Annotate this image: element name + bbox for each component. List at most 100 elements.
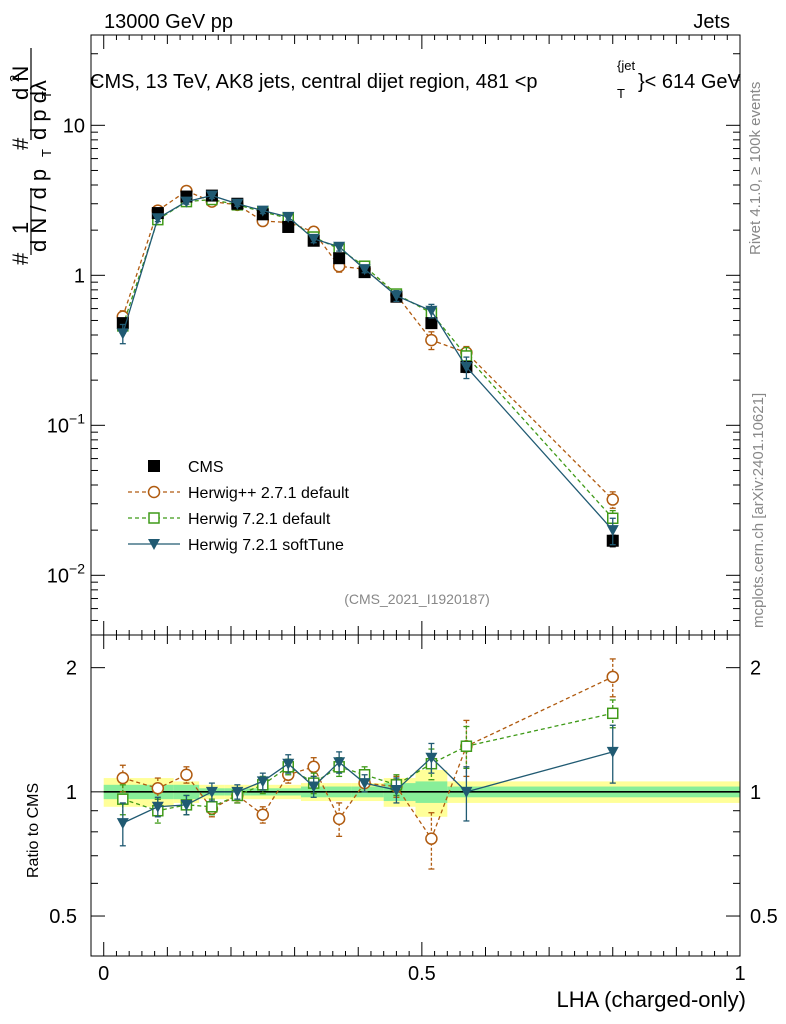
marker-triangle-down bbox=[333, 757, 346, 769]
marker-triangle-down bbox=[256, 776, 269, 788]
series-line bbox=[122, 194, 614, 531]
y-tick-label: 10−2 bbox=[47, 560, 85, 587]
marker-triangle-down bbox=[148, 539, 160, 550]
series-herwig-7-2-1-softtune bbox=[116, 724, 619, 847]
y-tick-label-base: 10 bbox=[47, 565, 69, 587]
plot-title-main: CMS, 13 TeV, AK8 jets, central dijet reg… bbox=[90, 71, 538, 93]
x-axis-label: LHA (charged-only) bbox=[556, 987, 746, 1012]
ratio-y-tick-label-right: 0.5 bbox=[750, 906, 778, 928]
marker-triangle-down bbox=[307, 233, 320, 245]
ratio-panel: 0.5 0.5 1 1 2 2 0 0.5 1 bbox=[49, 635, 778, 985]
marker-circle-open bbox=[606, 670, 619, 684]
y-label-dp-dlambda: d p dλ bbox=[26, 80, 51, 140]
marker-triangle-down bbox=[180, 196, 193, 208]
series-herwig-7-2-1-softtune bbox=[116, 190, 619, 546]
ratio-y-tick-label-right: 1 bbox=[750, 782, 761, 804]
plot-title-end: }< 614 GeV bbox=[638, 71, 742, 93]
y-label-one: 1 bbox=[8, 222, 33, 234]
x-tick-label: 1 bbox=[734, 963, 745, 985]
marker-square-open bbox=[206, 801, 218, 813]
marker-triangle-down bbox=[606, 746, 619, 758]
ratio-y-tick-label-left: 2 bbox=[66, 658, 77, 680]
marker-square-open bbox=[606, 707, 619, 720]
marker-square-filled bbox=[282, 220, 295, 233]
marker-triangle-down bbox=[116, 818, 129, 830]
marker-triangle-down bbox=[425, 305, 438, 317]
series-herwig-7-2-1-default bbox=[117, 193, 619, 528]
marker-square-filled bbox=[148, 460, 160, 472]
marker-triangle-down bbox=[205, 190, 218, 202]
y-tick-label: 10−1 bbox=[47, 410, 85, 437]
marker-circle-open bbox=[147, 485, 161, 499]
y-label-hash-2: # bbox=[8, 137, 33, 150]
marker-triangle-down bbox=[151, 801, 164, 813]
y-label-d2n: d N bbox=[8, 66, 33, 100]
mcplots-label: mcplots.cern.ch [arXiv:2401.10621] bbox=[750, 393, 767, 628]
legend-label: Herwig 7.2.1 softTune bbox=[188, 537, 344, 554]
series-line bbox=[122, 190, 614, 500]
y-label-sub-t-1: T bbox=[39, 149, 54, 157]
marker-triangle-down bbox=[425, 752, 438, 764]
main-y-axis-label: # 1 d N / d p T # d N 2 d p dλ T bbox=[7, 48, 54, 265]
y-label-dn-dp: d N / d p bbox=[26, 169, 51, 252]
y-tick-label: 10 bbox=[63, 115, 85, 137]
ratio-y-tick-label-left: 1 bbox=[66, 782, 77, 804]
marker-circle-open bbox=[307, 760, 320, 774]
marker-triangle-down bbox=[116, 328, 129, 340]
series-herwig-2-7-1-default bbox=[116, 658, 619, 870]
y-tick-label: 1 bbox=[74, 265, 85, 287]
marker-circle-open bbox=[116, 771, 130, 785]
series-line bbox=[122, 676, 614, 841]
y-label-sub-t-2: T bbox=[39, 91, 54, 99]
marker-square-filled bbox=[333, 252, 346, 265]
y-tick-label-exponent: −2 bbox=[69, 560, 85, 576]
marker-circle-open bbox=[151, 782, 165, 795]
marker-square-filled bbox=[425, 317, 438, 330]
marker-circle-open bbox=[425, 832, 438, 845]
x-tick-label: 0.5 bbox=[408, 963, 436, 985]
marker-triangle-down bbox=[390, 290, 403, 302]
marker-triangle-down bbox=[390, 785, 403, 797]
legend: CMS Herwig++ 2.7.1 default Herwig 7.2.1 de… bbox=[128, 459, 350, 554]
marker-triangle-down bbox=[333, 241, 346, 253]
marker-triangle-down bbox=[256, 205, 269, 217]
marker-circle-open bbox=[606, 493, 619, 506]
marker-triangle-down bbox=[231, 786, 244, 798]
y-label-sup-2: 2 bbox=[7, 75, 22, 82]
marker-triangle-down bbox=[460, 786, 473, 798]
marker-triangle-down bbox=[358, 264, 371, 276]
legend-label: Herwig 7.2.1 default bbox=[188, 511, 331, 528]
marker-triangle-down bbox=[606, 525, 619, 537]
main-x-axis-ticks bbox=[103, 35, 741, 635]
ratio-y-tick-label-left: 0.5 bbox=[49, 906, 77, 928]
plot-title-superscript: {jet bbox=[617, 58, 635, 73]
marker-triangle-down bbox=[358, 778, 371, 790]
marker-triangle-down bbox=[180, 799, 193, 811]
legend-entry: Herwig++ 2.7.1 default bbox=[128, 485, 350, 502]
marker-square-open bbox=[460, 740, 473, 752]
legend-entry: Herwig 7.2.1 default bbox=[128, 511, 331, 528]
y-tick-label-exponent: −1 bbox=[69, 410, 85, 426]
ratio-y-tick-label-right: 2 bbox=[750, 658, 761, 680]
marker-circle-open bbox=[332, 812, 346, 826]
marker-circle-open bbox=[180, 768, 193, 782]
series-herwig-7-2-1-default bbox=[117, 699, 619, 824]
marker-triangle-down bbox=[282, 211, 295, 223]
legend-label: Herwig++ 2.7.1 default bbox=[188, 485, 350, 502]
legend-label: CMS bbox=[188, 459, 224, 476]
marker-circle-open bbox=[425, 333, 438, 347]
marker-triangle-down bbox=[205, 786, 218, 798]
ratio-uncertainty-bands bbox=[103, 769, 740, 817]
category-label: Jets bbox=[693, 11, 730, 33]
energy-label: 13000 GeV pp bbox=[104, 11, 233, 33]
rivet-label: Rivet 4.1.0, ≥ 100k events bbox=[747, 82, 764, 255]
y-tick-label-base: 10 bbox=[47, 415, 69, 437]
marker-triangle-down bbox=[307, 781, 320, 793]
marker-square-open bbox=[148, 512, 160, 524]
marker-square-filled bbox=[116, 317, 129, 330]
y-label-hash-1: # bbox=[8, 252, 33, 265]
legend-entry: Herwig 7.2.1 softTune bbox=[128, 537, 344, 554]
